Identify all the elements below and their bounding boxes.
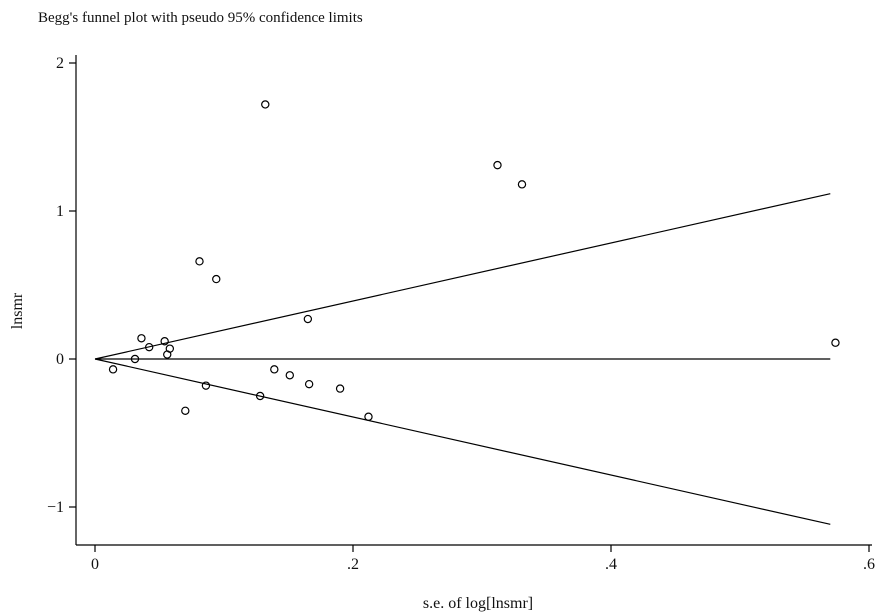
confidence-limits <box>94 193 831 525</box>
y-tick-label: 0 <box>56 351 64 368</box>
y-tick-label: 1 <box>56 203 64 220</box>
study-point <box>285 371 294 380</box>
study-point <box>255 391 265 401</box>
study-points <box>108 100 840 421</box>
x-tick-label: 0 <box>91 556 99 573</box>
upper-confidence-limit <box>94 193 831 360</box>
study-point <box>195 257 204 266</box>
study-point <box>130 354 140 364</box>
study-point <box>364 412 373 421</box>
study-point <box>304 379 314 389</box>
study-point <box>335 384 345 393</box>
x-axis-label: s.e. of log[lnsmr] <box>423 595 533 612</box>
study-point <box>201 381 211 390</box>
study-point <box>261 100 270 109</box>
lower-confidence-limit <box>94 358 831 525</box>
y-tick-label: −1 <box>47 499 64 516</box>
study-point <box>212 274 221 284</box>
study-point <box>137 334 146 343</box>
y-axis-label: lnsmr <box>9 292 26 329</box>
study-point <box>144 342 154 352</box>
x-tick-label: .4 <box>605 556 617 573</box>
y-tick-label: 2 <box>56 55 64 72</box>
chart-title: Begg's funnel plot with pseudo 95% confi… <box>38 10 363 26</box>
study-point <box>517 180 527 189</box>
study-point <box>108 365 118 374</box>
x-tick-label: .2 <box>347 556 359 573</box>
study-point <box>160 337 169 346</box>
study-point <box>303 314 313 324</box>
study-point <box>165 344 175 353</box>
study-point <box>493 160 502 170</box>
study-point <box>831 338 840 347</box>
x-tick-label: .6 <box>863 556 875 573</box>
study-point <box>270 365 279 374</box>
study-point <box>181 406 190 415</box>
axes: −1 0 1 2 0 .2 .4 .6 <box>47 55 875 573</box>
